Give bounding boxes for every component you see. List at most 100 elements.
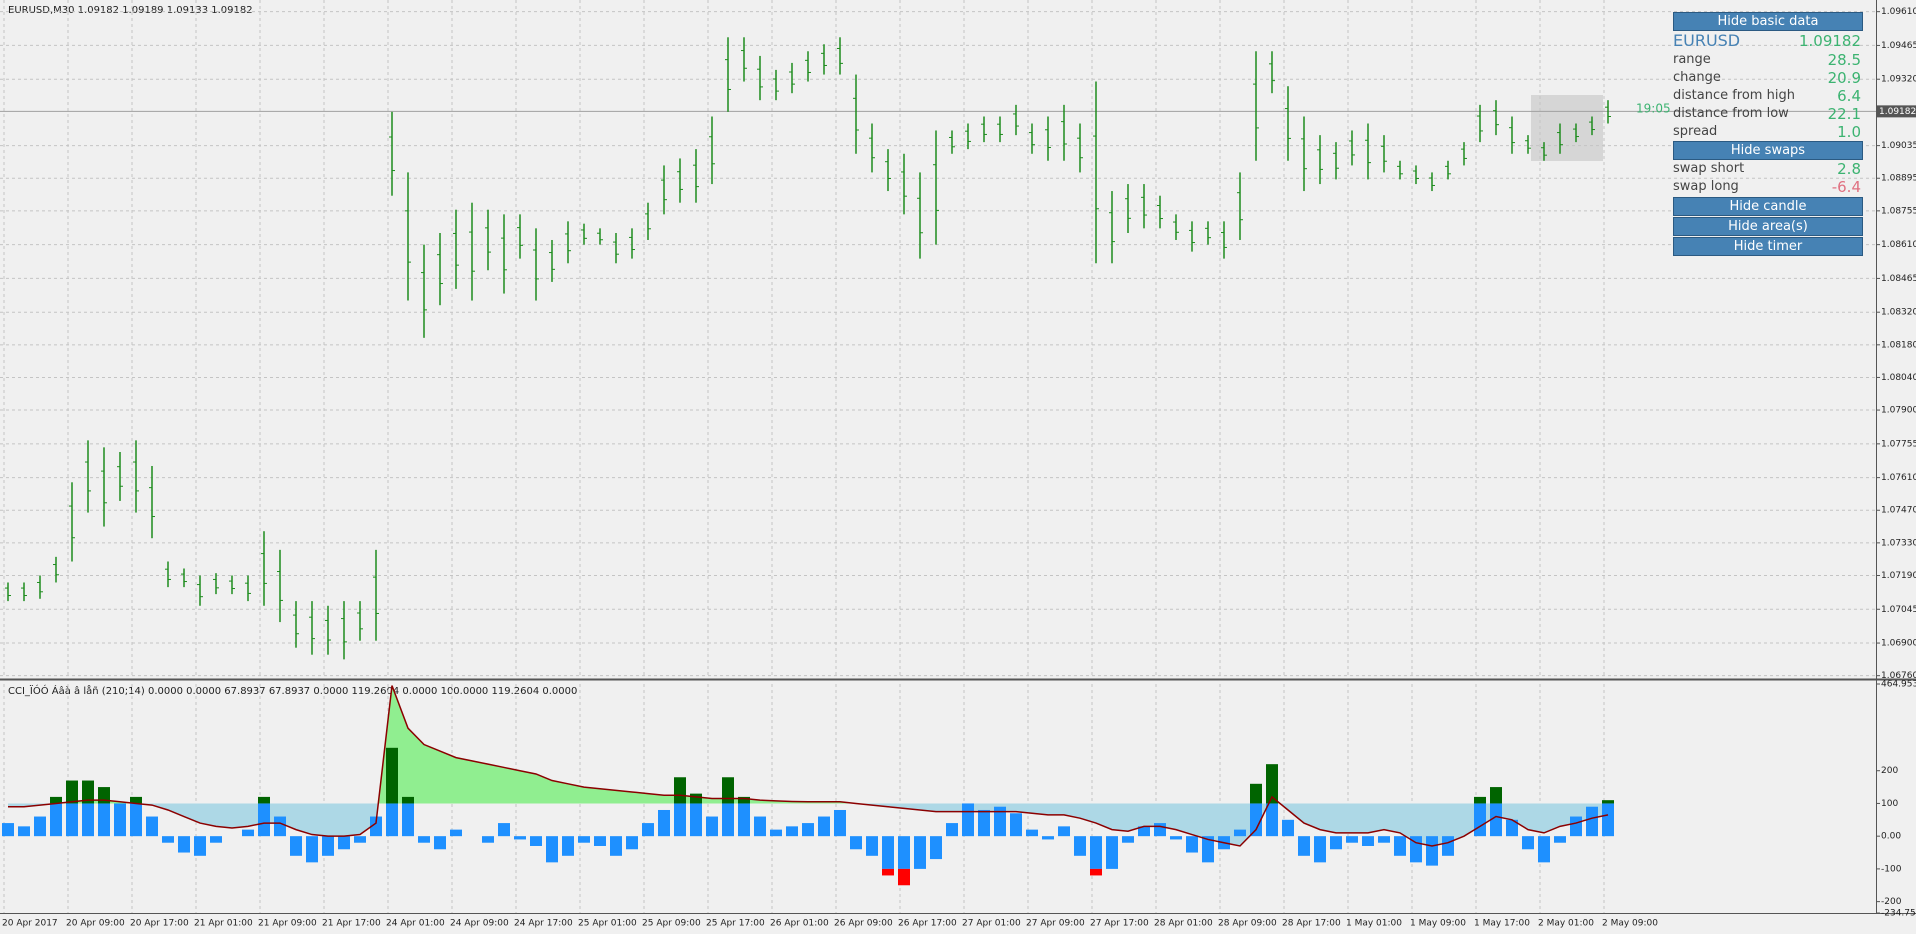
cci-bar — [658, 809, 670, 837]
cci-bar — [1394, 836, 1406, 856]
y-tick-label: 1.09610 — [1881, 7, 1916, 17]
toggle-button[interactable]: Hide timer — [1673, 237, 1863, 256]
x-tick-label: 25 Apr 17:00 — [706, 919, 765, 929]
cci-bar-high — [98, 787, 110, 804]
cci-bar — [162, 836, 174, 843]
y-tick-label: 200 — [1881, 766, 1898, 776]
cci-bar — [322, 836, 334, 856]
cci-bar — [962, 803, 974, 837]
cci-bar — [354, 836, 366, 843]
y-tick-label: 100 — [1881, 799, 1898, 809]
symbol-row-label: EURUSD — [1673, 31, 1741, 50]
cci-bar — [546, 836, 558, 863]
y-tick-label: 1.07610 — [1881, 473, 1916, 483]
cci-bar — [1010, 813, 1022, 837]
x-tick-label: 21 Apr 09:00 — [258, 919, 317, 929]
cci-bar — [1106, 836, 1118, 869]
cci-bar — [178, 836, 190, 853]
y-tick-label: 1.06900 — [1881, 639, 1916, 649]
current-price-box — [1877, 105, 1916, 118]
cci-bar-high — [1266, 764, 1278, 804]
cci-bar — [834, 809, 846, 837]
y-tick-label: 1.08895 — [1881, 174, 1916, 184]
cci-bar — [1042, 836, 1054, 840]
cci-bar — [306, 836, 318, 863]
x-tick-label: 20 Apr 2017 — [2, 919, 58, 929]
y-tick-label: 1.07900 — [1881, 406, 1916, 416]
cci-bar-high — [258, 796, 270, 804]
cci-bar — [1314, 836, 1326, 863]
x-tick-label: 20 Apr 17:00 — [130, 919, 189, 929]
info-row: spread 1.0 — [1673, 123, 1863, 141]
cci-bar — [482, 836, 494, 843]
cci-bar-high — [1474, 796, 1486, 804]
cci-bar — [258, 803, 270, 837]
y-tick-label: 1.07190 — [1881, 571, 1916, 581]
toggle-button[interactable]: Hide basic data — [1673, 12, 1863, 31]
swap-row-value: 2.8 — [1837, 160, 1861, 178]
cci-bar — [194, 836, 206, 856]
cci-bar-high — [402, 796, 414, 804]
x-tick-label: 24 Apr 01:00 — [386, 919, 445, 929]
cci-bar — [690, 803, 702, 837]
cci-bar — [50, 803, 62, 837]
y-tick-label: 0.00 — [1881, 832, 1901, 842]
cci-bar-high — [674, 777, 686, 804]
x-tick-label: 2 May 01:00 — [1538, 919, 1594, 929]
symbol-row: EURUSD 1.09182 — [1673, 31, 1863, 51]
cci-bar — [402, 803, 414, 837]
x-tick-label: 1 May 01:00 — [1346, 919, 1402, 929]
y-tick-label: -100 — [1881, 864, 1902, 874]
cci-bar — [722, 803, 734, 837]
cci-bar — [1490, 803, 1502, 837]
cci-bar — [882, 836, 894, 869]
x-tick-label: 21 Apr 01:00 — [194, 919, 253, 929]
cci-bar — [1522, 836, 1534, 850]
x-tick-label: 24 Apr 09:00 — [450, 919, 509, 929]
timer: 19:05 — [1636, 102, 1671, 116]
cci-bar — [210, 836, 222, 843]
x-tick-label: 28 Apr 17:00 — [1282, 919, 1341, 929]
cci-bar — [418, 836, 430, 843]
signal-line — [8, 685, 1609, 847]
cci-bar — [2, 823, 14, 837]
cci-bar — [530, 836, 542, 846]
cci-bar — [1602, 803, 1614, 837]
x-tick-label: 28 Apr 09:00 — [1218, 919, 1277, 929]
y-tick-label: 1.08320 — [1881, 308, 1916, 318]
info-row: range 28.5 — [1673, 51, 1863, 69]
cci-bar — [1250, 803, 1262, 837]
toggle-button[interactable]: Hide candle — [1673, 197, 1863, 216]
y-tick-label: 1.08465 — [1881, 274, 1916, 284]
toggle-button[interactable]: Hide area(s) — [1673, 217, 1863, 236]
cci-bar — [1442, 836, 1454, 856]
cci-bar — [290, 836, 302, 856]
chart-title: EURUSD,M30 1.09182 1.09189 1.09133 1.091… — [8, 5, 253, 16]
info-row-label: distance from high — [1673, 88, 1795, 103]
cci-bar — [1266, 803, 1278, 837]
cci-bar — [1202, 836, 1214, 863]
swap-row: swap short 2.8 — [1673, 160, 1863, 178]
cci-bar — [498, 823, 510, 837]
cci-bar — [1234, 829, 1246, 837]
swap-row-value: -6.4 — [1831, 178, 1861, 196]
cci-bar — [1138, 826, 1150, 837]
cci-bar — [274, 816, 286, 837]
info-row-label: range — [1673, 52, 1711, 67]
cci-bar — [706, 816, 718, 837]
cci-bar — [786, 826, 798, 837]
cci-bar — [1298, 836, 1310, 856]
info-row-label: distance from low — [1673, 106, 1789, 121]
y-tick-label: 1.08610 — [1881, 240, 1916, 250]
info-row: distance from low 22.1 — [1673, 105, 1863, 123]
cci-bar — [1330, 836, 1342, 850]
toggle-button[interactable]: Hide swaps — [1673, 141, 1863, 160]
cci-bar — [18, 826, 30, 837]
cci-bar — [994, 806, 1006, 837]
cci-bar — [610, 836, 622, 856]
current-price-label: 1.09182 — [1879, 107, 1916, 117]
cci-bar-high — [1250, 783, 1262, 804]
cci-bar — [1378, 836, 1390, 843]
